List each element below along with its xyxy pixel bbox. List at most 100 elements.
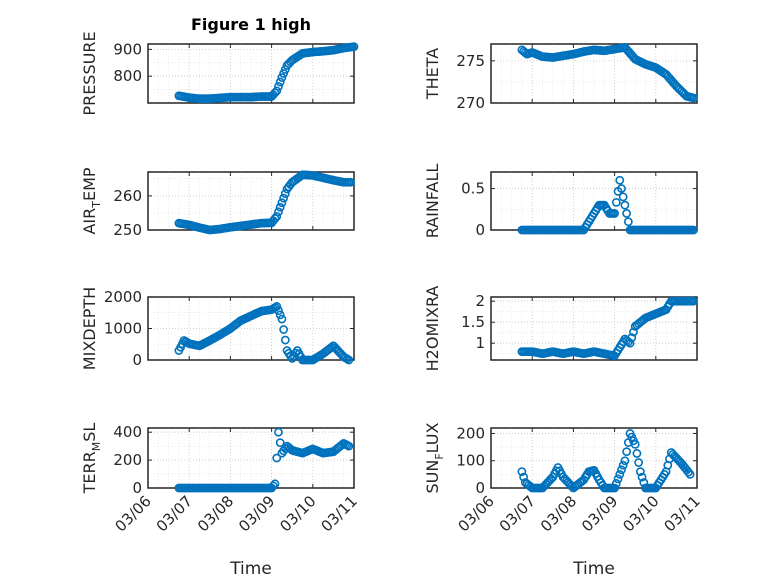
y-axis-label: PRESSURE	[80, 31, 99, 115]
y-tick-label: 0.5	[461, 180, 485, 198]
x-tick-label: 03/08	[537, 492, 580, 535]
y-tick-label: 800	[113, 67, 142, 85]
y-axis-label: RAINFALL	[423, 164, 442, 239]
series-rainfall	[517, 175, 698, 235]
data-point	[632, 449, 642, 458]
subplot-rainfall: 0 0.5 RAINFALL	[423, 164, 698, 239]
subplot-terr_msl: 0 200 400 TERRMSL 03/0603/0703/0803/0903/100…	[80, 423, 361, 536]
figure-title: Figure 1 high	[191, 15, 311, 34]
data-point	[349, 42, 359, 52]
data-point	[611, 479, 621, 488]
data-point	[272, 453, 282, 463]
data-point	[610, 209, 619, 218]
x-axis-label-right: Time	[572, 559, 615, 579]
x-tick-label: 03/08	[194, 492, 237, 535]
data-point	[279, 193, 289, 203]
data-point	[618, 192, 628, 202]
data-point	[344, 355, 354, 365]
y-tick-label: 200	[456, 424, 485, 442]
y-tick-label: 250	[113, 221, 142, 239]
data-point	[637, 472, 647, 482]
series-terr_msl	[174, 427, 354, 493]
axes-border	[490, 43, 698, 104]
data-point	[615, 175, 625, 185]
data-point	[268, 481, 278, 491]
y-tick-label: 1000	[104, 320, 142, 338]
subplot-mixdepth: 0 1000 2000 MIXDEPTH	[80, 287, 355, 370]
data-point	[277, 73, 287, 82]
y-axis-label: THETA	[423, 48, 442, 100]
data-point	[689, 296, 698, 306]
data-point	[689, 225, 698, 235]
y-axis-label: SUNFLUX	[423, 422, 446, 493]
data-point	[685, 469, 695, 479]
axes-border	[490, 296, 698, 361]
axes-border	[147, 43, 355, 104]
data-point	[689, 93, 698, 103]
y-axis-label: H2OMIXRA	[423, 286, 442, 372]
x-tick-label: 03/09	[235, 492, 278, 535]
data-point	[327, 342, 337, 352]
y-tick-label: 270	[456, 94, 485, 112]
data-point	[279, 325, 289, 334]
data-point	[611, 197, 621, 207]
y-tick-label: 260	[113, 187, 142, 205]
subplot-sun_flux: 0 100 200 SUNFLUX 03/0603/0703/0803/0903/100…	[423, 422, 704, 535]
data-point	[274, 427, 283, 437]
x-tick-label: 03/07	[153, 492, 196, 535]
data-point	[275, 202, 285, 212]
data-point	[344, 441, 354, 451]
data-point	[625, 338, 635, 348]
data-point	[346, 177, 355, 187]
axes-border	[147, 171, 355, 231]
data-point	[627, 333, 637, 342]
axes-border	[490, 427, 698, 489]
data-point	[517, 467, 527, 477]
y-tick-label: 400	[113, 423, 142, 441]
data-point	[275, 438, 285, 448]
data-point	[280, 189, 290, 199]
series-pressure	[174, 42, 359, 104]
y-tick-label: 0	[475, 479, 485, 497]
y-tick-label: 0	[132, 479, 142, 497]
axes-border	[147, 296, 355, 361]
data-point	[272, 86, 282, 96]
x-tick-label: 03/10	[619, 492, 662, 535]
data-point	[270, 214, 280, 223]
x-tick-label: 03/06	[455, 492, 498, 535]
series-air_temp	[174, 170, 355, 235]
x-tick-label: 03/06	[112, 492, 155, 535]
y-tick-label: 900	[113, 40, 142, 58]
data-point	[617, 465, 626, 475]
data-point	[623, 217, 633, 227]
data-point	[272, 302, 282, 311]
x-tick-label: 03/11	[318, 492, 361, 535]
data-point	[630, 439, 640, 449]
y-axis-label: TERRMSL	[80, 423, 103, 495]
axes-border	[490, 171, 698, 231]
data-point	[620, 200, 630, 210]
data-point	[620, 456, 630, 466]
data-point	[613, 474, 623, 484]
data-point	[274, 306, 283, 316]
data-point	[270, 479, 280, 489]
y-tick-label: 2	[475, 292, 485, 310]
data-point	[629, 327, 638, 337]
data-point	[280, 335, 290, 345]
subplot-air_temp: 250 260 AIRTEMP	[80, 167, 355, 239]
series-theta	[517, 42, 698, 103]
y-tick-label: 100	[456, 452, 485, 470]
data-point	[275, 77, 285, 87]
series-mixdepth	[174, 302, 354, 365]
data-point	[622, 209, 632, 218]
data-point	[279, 69, 289, 78]
data-point	[622, 447, 632, 457]
data-point	[275, 310, 285, 320]
data-point	[610, 483, 619, 493]
subplot-theta: 270 275 THETA	[423, 42, 698, 112]
x-tick-label: 03/10	[276, 492, 319, 535]
data-point	[684, 467, 693, 477]
